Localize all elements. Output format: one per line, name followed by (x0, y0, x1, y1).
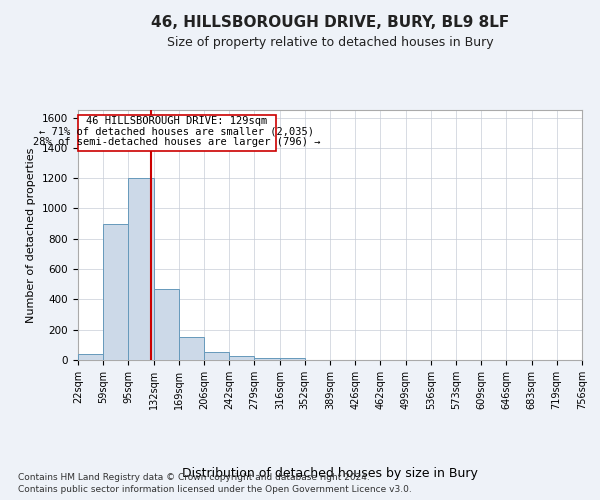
Text: 28% of semi-detached houses are larger (796) →: 28% of semi-detached houses are larger (… (33, 137, 320, 147)
Bar (78, 114, 276, 151)
Bar (229, 356, 254, 360)
Text: Contains public sector information licensed under the Open Government Licence v3: Contains public sector information licen… (18, 484, 412, 494)
Bar (128, 178, 154, 360)
Bar (154, 289, 179, 360)
Bar (103, 224, 128, 360)
Text: 46, HILLSBOROUGH DRIVE, BURY, BL9 8LF: 46, HILLSBOROUGH DRIVE, BURY, BL9 8LF (151, 15, 509, 30)
Bar (254, 358, 280, 360)
Bar (205, 352, 229, 360)
Y-axis label: Number of detached properties: Number of detached properties (26, 148, 37, 322)
Text: Contains HM Land Registry data © Crown copyright and database right 2024.: Contains HM Land Registry data © Crown c… (18, 473, 370, 482)
X-axis label: Distribution of detached houses by size in Bury: Distribution of detached houses by size … (182, 468, 478, 480)
Bar (179, 338, 205, 360)
Text: 46 HILLSBOROUGH DRIVE: 129sqm: 46 HILLSBOROUGH DRIVE: 129sqm (86, 116, 268, 126)
Bar (280, 358, 305, 360)
Bar (78, 354, 103, 360)
Text: ← 71% of detached houses are smaller (2,035): ← 71% of detached houses are smaller (2,… (40, 126, 314, 136)
Text: Size of property relative to detached houses in Bury: Size of property relative to detached ho… (167, 36, 493, 49)
